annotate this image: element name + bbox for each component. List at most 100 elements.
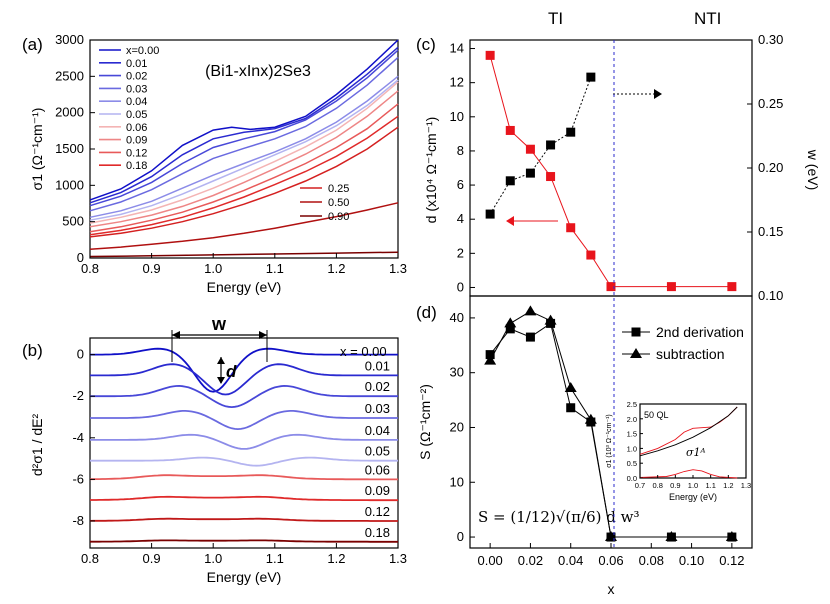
inset-y-tick-label: 1.5 bbox=[627, 430, 637, 439]
inset-xlabel: Energy (eV) bbox=[669, 492, 717, 502]
series-line-0.12 bbox=[89, 103, 399, 233]
y-tick-left-label: 2 bbox=[457, 245, 464, 260]
x-tick-label: 0.06 bbox=[598, 553, 623, 568]
phase-label-nti: NTI bbox=[694, 9, 721, 28]
x-tick-label: 0.8 bbox=[81, 261, 99, 276]
panel-b-x-header: x = 0.00 bbox=[340, 344, 387, 359]
series-label: 0.05 bbox=[365, 444, 390, 459]
inset-x-tick-label: 1.2 bbox=[723, 481, 733, 490]
derivative-line-0.02 bbox=[90, 384, 398, 409]
y-tick-label: 0 bbox=[457, 529, 464, 544]
legend-label: 0.09 bbox=[126, 135, 147, 147]
panel-d-series bbox=[484, 305, 738, 542]
y-tick-label: -4 bbox=[72, 430, 84, 445]
y-tick-label: -2 bbox=[72, 388, 84, 403]
y-tick-label: -6 bbox=[72, 471, 84, 486]
y-tick-label: 30 bbox=[450, 365, 464, 380]
panel-c-ylabel-right: w (eV) bbox=[805, 149, 821, 190]
y-tick-right-label: 0.25 bbox=[758, 96, 783, 111]
inset-label: 50 QL bbox=[644, 410, 669, 420]
panel-c-series bbox=[485, 50, 737, 292]
marker-d bbox=[666, 282, 676, 292]
y-tick-right-label: 0.20 bbox=[758, 160, 783, 175]
legend-label: 0.12 bbox=[126, 147, 147, 159]
black-arrow-head bbox=[654, 89, 662, 99]
legend-marker-triangle bbox=[630, 348, 642, 358]
panel-a-ticks: 0.8 0.9 1.0 1.1 1.2 1.3 0 500 1000 1500 2000 2500 30… bbox=[55, 32, 407, 276]
inset-x-tick-label: 1.1 bbox=[705, 481, 715, 490]
legend-label: 0.18 bbox=[126, 160, 147, 172]
panel-c-arrows bbox=[506, 89, 662, 226]
legend-label: 0.03 bbox=[126, 83, 147, 95]
series-label: 0.01 bbox=[365, 358, 390, 373]
panel-b-ticks: 0.8 0.9 1.0 1.1 1.2 1.3 0 -2 -4 -6 -8 bbox=[72, 347, 407, 566]
series-label: 0.12 bbox=[365, 504, 390, 519]
panel-a-title: (Bi1-xInx)2Se3 bbox=[205, 63, 311, 80]
series-label: 0.02 bbox=[365, 379, 390, 394]
marker-w bbox=[525, 168, 535, 178]
marker-w bbox=[485, 209, 495, 219]
series-label: 0.03 bbox=[365, 401, 390, 416]
y-tick-left-label: 12 bbox=[450, 75, 464, 90]
x-tick-label: 1.1 bbox=[266, 261, 284, 276]
derivative-line-0.05 bbox=[90, 456, 398, 467]
series-line-0.18 bbox=[89, 115, 399, 236]
x-tick-label: 1.3 bbox=[389, 551, 407, 566]
x-tick-label: 0.9 bbox=[143, 551, 161, 566]
derivative-line-0.06 bbox=[90, 474, 398, 481]
panel-b-ylabel: d²σ1 / dE² bbox=[29, 414, 45, 477]
marker-triangle bbox=[544, 314, 557, 325]
marker-w bbox=[546, 140, 556, 150]
series-line-0.06 bbox=[89, 81, 399, 224]
marker-triangle bbox=[484, 354, 497, 365]
legend-label: 0.05 bbox=[126, 109, 147, 121]
y-tick-label: 0 bbox=[77, 347, 84, 362]
panel-a-series bbox=[89, 39, 399, 258]
panel-d-legend: 2nd derivation subtraction bbox=[622, 324, 744, 362]
panel-d-xlabel: x bbox=[608, 581, 615, 597]
y-tick-label: 40 bbox=[450, 310, 464, 325]
panel-a-legend-left: x=0.000.010.020.030.040.050.060.090.120.… bbox=[99, 45, 159, 172]
formula: S = (1/12)√(π/6) d w³ bbox=[478, 508, 639, 526]
marker-d bbox=[566, 223, 576, 233]
series-label: 0.18 bbox=[365, 525, 390, 540]
inset-x-tick-label: 1.0 bbox=[688, 481, 698, 490]
panel-d-ylabel: S (Ω⁻¹cm⁻²) bbox=[417, 384, 433, 460]
marker-triangle bbox=[564, 382, 577, 393]
series-line-0.05 bbox=[89, 79, 399, 221]
x-tick-label: 0.10 bbox=[679, 553, 704, 568]
y-tick-left-label: 14 bbox=[450, 41, 464, 56]
marker-square bbox=[505, 324, 515, 334]
panel-a-ylabel: σ1 (Ω⁻¹cm⁻¹) bbox=[29, 108, 45, 191]
panel-b-series-labels: 0.01 0.02 0.03 0.04 0.05 0.06 0.09 0.12 0.18 bbox=[365, 358, 390, 539]
panel-d-ticks: 0.00 0.02 0.04 0.06 0.08 0.10 0.12 0 10 20 30 40 bbox=[450, 310, 745, 568]
x-tick-label: 0.00 bbox=[477, 553, 502, 568]
legend-label: 0.06 bbox=[126, 122, 147, 134]
y-tick-left-label: 0 bbox=[457, 279, 464, 294]
series-line-0.90 bbox=[89, 251, 399, 258]
series-line-0.03 bbox=[89, 56, 399, 212]
series-line-0.02 bbox=[89, 49, 399, 207]
derivative-line-0.09 bbox=[90, 495, 398, 502]
panel-a-legend-right: 0.25 0.50 0.90 bbox=[300, 183, 349, 223]
inset-line-background bbox=[639, 406, 738, 457]
y-tick-left-label: 4 bbox=[457, 211, 464, 226]
marker-w bbox=[586, 72, 596, 82]
x-tick-label: 1.2 bbox=[327, 551, 345, 566]
y-tick-right-label: 0.10 bbox=[758, 288, 783, 303]
panel-c-frame bbox=[469, 39, 753, 297]
panel-c-label: (c) bbox=[416, 35, 436, 54]
legend-label: 2nd derivation bbox=[656, 324, 744, 340]
marker-d bbox=[606, 282, 616, 292]
x-tick-label: 1.2 bbox=[327, 261, 345, 276]
x-tick-label: 0.12 bbox=[719, 553, 744, 568]
marker-d bbox=[525, 144, 535, 154]
y-tick-label: 0 bbox=[77, 250, 84, 265]
y-tick-label: 20 bbox=[450, 419, 464, 434]
d-label: d bbox=[226, 362, 237, 381]
derivative-line-0.03 bbox=[90, 410, 398, 431]
y-tick-left-label: 8 bbox=[457, 143, 464, 158]
inset-annotation: σ1ᴬ bbox=[686, 446, 706, 459]
legend-label: 0.90 bbox=[328, 211, 349, 223]
marker-w bbox=[566, 127, 576, 137]
